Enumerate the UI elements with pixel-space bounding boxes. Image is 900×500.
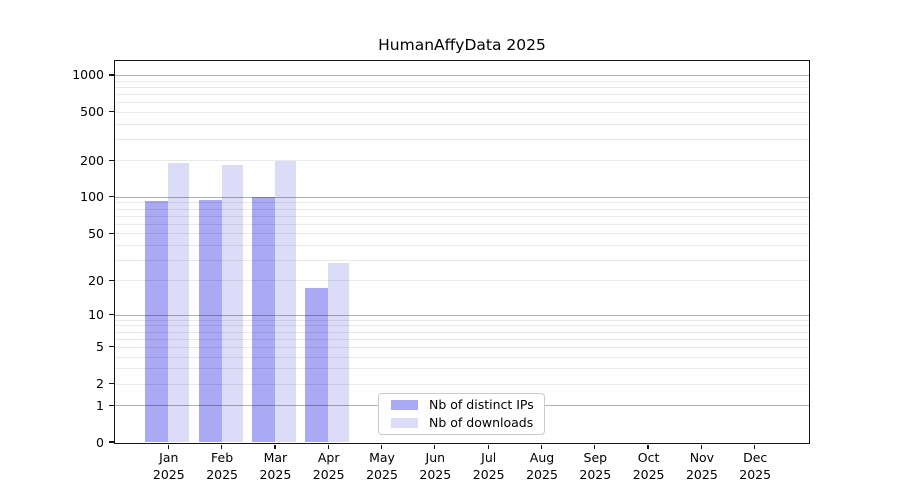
plot-area xyxy=(109,60,810,449)
x-tick-label-feb-2025: Feb 2025 xyxy=(192,449,252,483)
x-tick-label-jan-2025-line2: 2025 xyxy=(152,467,185,482)
gridline-minor-800 xyxy=(115,86,809,88)
x-tick-label-jul-2025-line2: 2025 xyxy=(472,467,505,482)
legend-item-downloads: Nb of downloads xyxy=(391,416,538,430)
y-tick-1 xyxy=(109,404,114,406)
y-tick-label-1000: 1000 xyxy=(72,67,104,83)
bar-downloads-feb-2025 xyxy=(221,165,243,442)
bar-distinct-ips-jan-2025 xyxy=(145,201,169,442)
y-tick-label-2: 2 xyxy=(96,376,104,392)
y-tick-200 xyxy=(109,159,114,161)
x-tick-label-oct-2025-line1: Oct xyxy=(637,450,660,465)
legend-label-distinct-ips: Nb of distinct IPs xyxy=(429,397,534,412)
y-tick-label-100: 100 xyxy=(80,189,104,205)
x-tick-label-may-2025-line1: May xyxy=(369,450,395,465)
x-tick-label-sep-2025-line1: Sep xyxy=(583,450,608,465)
y-tick-label-5: 5 xyxy=(96,339,104,355)
y-tick-100 xyxy=(109,196,114,198)
gridline-minor-200 xyxy=(115,160,809,162)
gridline-minor-900 xyxy=(115,80,809,82)
gridline-minor-400 xyxy=(115,123,809,125)
x-tick-label-feb-2025-line2: 2025 xyxy=(206,467,238,482)
x-tick-label-feb-2025-line1: Feb xyxy=(211,450,234,465)
x-tick-label-apr-2025: Apr 2025 xyxy=(299,449,359,483)
y-tick-2 xyxy=(109,383,114,385)
y-tick-1000 xyxy=(109,74,114,76)
x-tick-label-mar-2025: Mar 2025 xyxy=(245,449,305,483)
y-tick-label-0: 0 xyxy=(96,434,104,450)
bar-downloads-jan-2025 xyxy=(168,162,190,442)
x-tick-label-apr-2025-line1: Apr xyxy=(317,450,340,465)
x-tick-oct-2025 xyxy=(647,444,649,449)
x-tick-label-may-2025: May 2025 xyxy=(352,449,412,483)
x-tick-label-may-2025-line2: 2025 xyxy=(366,467,398,482)
x-tick-label-nov-2025-line2: 2025 xyxy=(685,467,718,482)
x-tick-label-aug-2025-line2: 2025 xyxy=(526,467,558,482)
x-tick-aug-2025 xyxy=(540,444,543,449)
x-tick-label-apr-2025-line2: 2025 xyxy=(312,467,345,482)
x-tick-label-jun-2025-line2: 2025 xyxy=(419,467,452,482)
bar-distinct-ips-mar-2025 xyxy=(251,196,275,442)
legend-swatch-distinct-ips-icon xyxy=(391,400,418,410)
y-tick-label-200: 200 xyxy=(80,152,104,168)
x-tick-label-sep-2025-line2: 2025 xyxy=(579,467,612,482)
x-tick-label-jun-2025-line1: Jun xyxy=(425,450,446,465)
x-tick-label-oct-2025-line2: 2025 xyxy=(632,467,665,482)
x-tick-sep-2025 xyxy=(594,444,596,449)
gridline-minor-300 xyxy=(115,138,809,140)
y-tick-label-500: 500 xyxy=(80,104,104,120)
bar-downloads-mar-2025 xyxy=(274,161,296,442)
x-tick-jul-2025 xyxy=(487,444,489,449)
gridline-100 xyxy=(115,196,809,198)
legend-item-distinct-ips: Nb of distinct IPs xyxy=(391,398,538,412)
x-tick-label-aug-2025: Aug 2025 xyxy=(512,449,572,483)
gridline-minor-600 xyxy=(115,102,809,103)
x-tick-label-mar-2025-line1: Mar xyxy=(263,450,288,465)
y-tick-label-1: 1 xyxy=(96,397,104,413)
x-tick-mar-2025 xyxy=(274,444,276,449)
x-tick-jun-2025 xyxy=(434,444,436,449)
x-tick-label-jan-2025: Jan 2025 xyxy=(139,449,199,483)
x-tick-label-aug-2025-line1: Aug xyxy=(529,450,555,465)
x-tick-label-jul-2025: Jul 2025 xyxy=(459,449,519,483)
y-tick-20 xyxy=(109,279,114,281)
x-tick-label-sep-2025: Sep 2025 xyxy=(565,449,625,483)
x-tick-label-nov-2025-line1: Nov xyxy=(689,450,715,465)
y-tick-500 xyxy=(109,111,114,113)
legend: Nb of distinct IPs Nb of downloads xyxy=(378,393,545,435)
legend-swatch-downloads-icon xyxy=(391,418,418,428)
y-tick-10 xyxy=(109,314,114,316)
x-tick-apr-2025 xyxy=(327,444,329,449)
x-tick-label-dec-2025: Dec 2025 xyxy=(725,449,785,483)
x-tick-label-jan-2025-line1: Jan xyxy=(159,450,179,465)
x-tick-dec-2025 xyxy=(754,444,756,449)
x-tick-may-2025 xyxy=(380,444,383,449)
x-tick-label-mar-2025-line2: 2025 xyxy=(259,467,292,482)
x-tick-label-jun-2025: Jun 2025 xyxy=(405,449,465,483)
x-tick-label-jul-2025-line1: Jul xyxy=(481,450,497,465)
bar-distinct-ips-apr-2025 xyxy=(305,288,329,442)
chart-title: HumanAffyData 2025 xyxy=(378,36,546,54)
x-tick-label-dec-2025-line2: 2025 xyxy=(739,467,772,482)
y-tick-label-10: 10 xyxy=(88,307,104,323)
x-tick-jan-2025 xyxy=(167,444,169,449)
gridline-1000 xyxy=(115,74,809,76)
x-tick-label-dec-2025-line1: Dec xyxy=(743,450,768,465)
y-tick-0 xyxy=(109,441,114,443)
legend-label-downloads: Nb of downloads xyxy=(429,415,534,430)
x-tick-label-oct-2025: Oct 2025 xyxy=(619,449,679,483)
y-tick-5 xyxy=(109,346,114,348)
y-tick-50 xyxy=(109,232,114,234)
y-tick-label-50: 50 xyxy=(88,225,104,241)
gridline-minor-500 xyxy=(115,111,809,113)
x-tick-label-nov-2025: Nov 2025 xyxy=(672,449,732,483)
x-tick-nov-2025 xyxy=(700,444,702,449)
y-tick-label-20: 20 xyxy=(88,272,104,288)
bar-distinct-ips-feb-2025 xyxy=(198,199,222,442)
bar-downloads-apr-2025 xyxy=(328,263,350,442)
x-tick-feb-2025 xyxy=(221,444,223,449)
gridline-minor-700 xyxy=(115,93,809,95)
